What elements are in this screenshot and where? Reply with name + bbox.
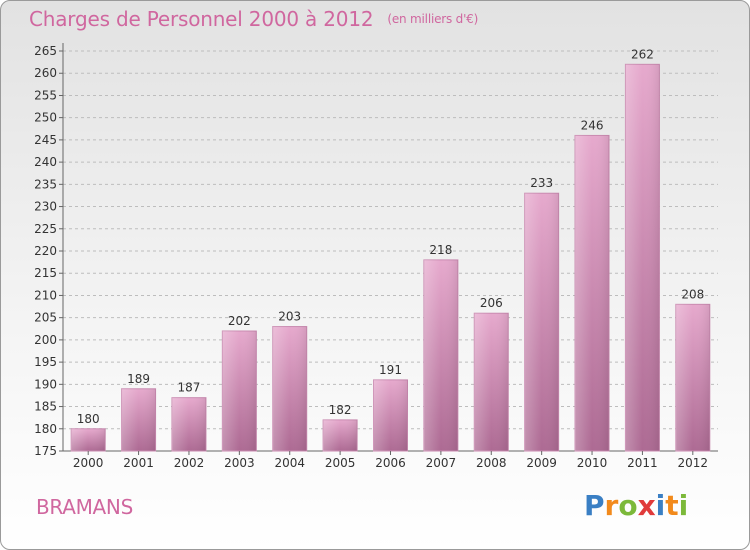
x-tick-label: 2012	[678, 456, 709, 470]
bar-value-label: 203	[278, 310, 301, 324]
y-tick-label: 240	[34, 155, 57, 169]
bar-value-label: 202	[228, 314, 251, 328]
y-tick-label: 195	[34, 355, 57, 369]
logo-letter: x	[637, 489, 656, 522]
bar-shine	[575, 135, 610, 451]
x-tick-label: 2003	[224, 456, 255, 470]
y-tick-label: 265	[34, 44, 57, 58]
bar-shine	[171, 397, 206, 451]
bar-value-label: 262	[631, 47, 654, 61]
y-tick-label: 210	[34, 288, 57, 302]
logo-letter: r	[604, 489, 619, 522]
chart-title: Charges de Personnel 2000 à 2012 (en mill…	[29, 7, 478, 31]
y-tick-label: 260	[34, 66, 57, 80]
bar-shine	[423, 259, 458, 451]
y-tick-label: 220	[34, 244, 57, 258]
y-tick-label: 180	[34, 422, 57, 436]
y-tick-label: 185	[34, 400, 57, 414]
commune-name: BRAMANS	[36, 495, 133, 519]
y-tick-label: 225	[34, 222, 57, 236]
bar-shine	[71, 428, 106, 451]
bar-shine	[474, 313, 509, 451]
bar-value-label: 187	[178, 381, 201, 395]
bar-shine	[524, 193, 559, 451]
logo-letter: i	[655, 489, 666, 522]
bar-value-label: 189	[127, 372, 150, 386]
x-tick-label: 2000	[73, 456, 104, 470]
x-tick-label: 2007	[426, 456, 457, 470]
y-tick-label: 230	[34, 200, 57, 214]
x-tick-label: 2001	[123, 456, 154, 470]
bar-value-label: 206	[480, 296, 503, 310]
bar-value-label: 182	[329, 403, 352, 417]
bar-shine	[323, 419, 358, 451]
bar-shine	[121, 388, 156, 451]
y-tick-label: 245	[34, 133, 57, 147]
bar-shine	[222, 331, 257, 451]
bar-value-label: 180	[77, 412, 100, 426]
bar-shine	[373, 379, 408, 451]
bar-value-label: 233	[530, 176, 553, 190]
logo-letter: t	[665, 489, 679, 522]
x-tick-label: 2004	[274, 456, 305, 470]
y-tick-label: 175	[34, 444, 57, 458]
x-tick-label: 2008	[476, 456, 507, 470]
bar-shine	[272, 326, 307, 451]
x-tick-label: 2011	[627, 456, 658, 470]
bar-shine	[675, 304, 710, 451]
bar-value-label: 208	[681, 287, 704, 301]
x-tick-label: 2002	[174, 456, 205, 470]
y-tick-label: 200	[34, 333, 57, 347]
y-tick-label: 255	[34, 88, 57, 102]
y-tick-label: 235	[34, 177, 57, 191]
y-tick-label: 205	[34, 311, 57, 325]
bar-value-label: 246	[581, 118, 604, 132]
chart-title-text: Charges de Personnel 2000 à 2012	[29, 7, 374, 31]
x-tick-label: 2005	[325, 456, 356, 470]
logo-letter: i	[678, 489, 689, 522]
logo-letter: P	[584, 489, 605, 522]
x-tick-label: 2006	[375, 456, 406, 470]
y-tick-label: 215	[34, 266, 57, 280]
y-tick-label: 190	[34, 377, 57, 391]
bar-shine	[625, 64, 660, 452]
x-tick-label: 2009	[526, 456, 557, 470]
bar-value-label: 218	[429, 243, 452, 257]
x-tick-label: 2010	[577, 456, 608, 470]
proxiti-logo: Proxiti	[584, 489, 688, 522]
logo-letter: o	[618, 489, 638, 522]
chart-subtitle: (en milliers d'€)	[387, 12, 479, 26]
y-tick-label: 250	[34, 111, 57, 125]
bar-value-label: 191	[379, 363, 402, 377]
